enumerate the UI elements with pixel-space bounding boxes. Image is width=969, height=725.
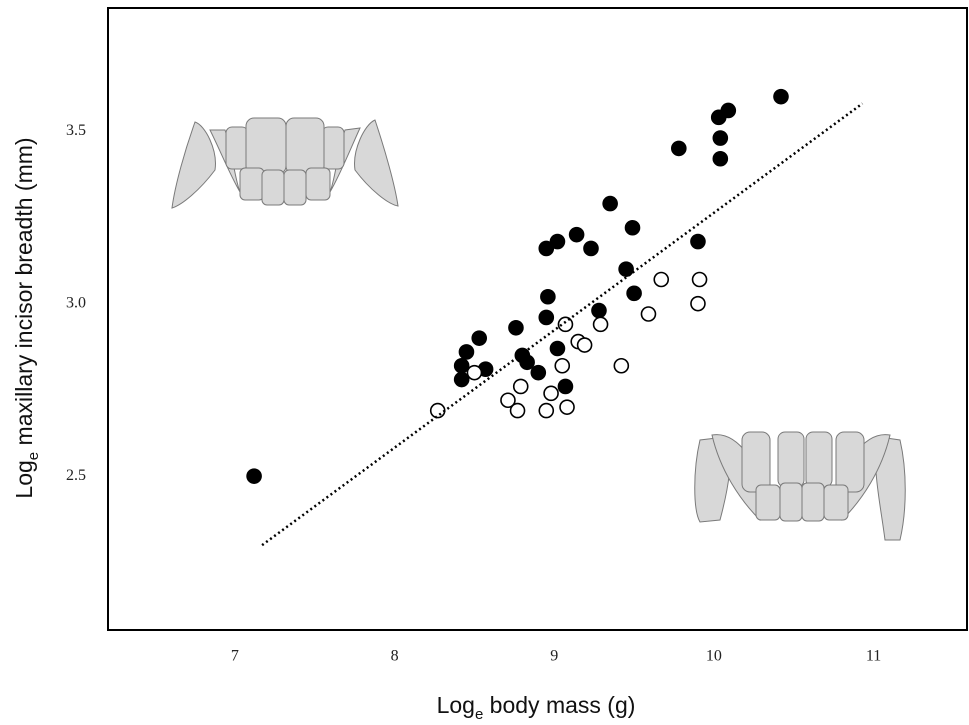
open-point xyxy=(509,402,526,419)
filled-point xyxy=(246,468,262,484)
y-tick-label: 2.5 xyxy=(66,467,86,484)
open-point xyxy=(592,316,609,333)
open-point xyxy=(554,357,571,374)
filled-point xyxy=(458,344,475,360)
x-tick-label: 9 xyxy=(550,648,558,665)
y-axis-label-subscript: e xyxy=(25,452,42,460)
x-tick-label: 7 xyxy=(231,648,239,665)
x-tick-label: 10 xyxy=(706,648,722,665)
filled-point xyxy=(626,285,642,302)
y-tick-label: 3.5 xyxy=(66,122,86,139)
open-point xyxy=(690,295,706,312)
filled-point xyxy=(690,233,706,250)
filled-point xyxy=(540,288,556,305)
open-point xyxy=(613,357,630,374)
filled-point xyxy=(508,319,524,336)
x-tick-label: 11 xyxy=(866,648,881,665)
filled-point xyxy=(568,226,585,243)
open-point xyxy=(653,271,670,288)
filled-point xyxy=(618,261,634,277)
open-point xyxy=(466,364,483,381)
x-axis-label-main: Log xyxy=(437,692,475,718)
open-point xyxy=(691,271,708,288)
open-point xyxy=(429,402,446,419)
open-point xyxy=(640,306,657,322)
filled-point xyxy=(773,88,789,105)
open-point xyxy=(576,337,593,353)
filled-point xyxy=(720,102,737,119)
filled-point xyxy=(549,340,566,357)
open-point xyxy=(559,399,575,415)
filled-point xyxy=(624,219,641,236)
open-point xyxy=(538,402,555,419)
filled-point xyxy=(453,371,470,388)
x-axis-label-rest: body mass (g) xyxy=(483,692,635,718)
filled-point xyxy=(453,357,470,374)
y-axis-label: Loge maxillary incisor breadth (mm) xyxy=(11,137,42,498)
y-tick-label: 3.0 xyxy=(66,294,86,311)
x-axis-label-subscript: e xyxy=(475,706,483,723)
lower-dentition-illustration xyxy=(694,431,906,541)
filled-point xyxy=(530,364,547,381)
filled-point xyxy=(549,233,566,250)
filled-point xyxy=(591,302,607,319)
trend-line xyxy=(261,102,864,547)
y-axis-label-rest: maxillary incisor breadth (mm) xyxy=(11,137,37,451)
upper-dentition-illustration xyxy=(171,117,399,209)
filled-point xyxy=(583,240,599,257)
filled-point xyxy=(712,150,729,167)
x-tick-label: 8 xyxy=(391,648,399,665)
open-point xyxy=(512,378,529,395)
filled-point xyxy=(519,354,535,371)
x-axis-label: Loge body mass (g) xyxy=(437,692,636,723)
filled-point xyxy=(538,309,555,326)
filled-point xyxy=(671,140,687,157)
filled-point xyxy=(557,378,574,395)
filled-point xyxy=(538,240,555,257)
filled-point xyxy=(471,330,488,346)
plot-frame xyxy=(107,7,968,631)
open-point xyxy=(500,392,516,409)
filled-point xyxy=(602,195,618,212)
open-point xyxy=(543,385,559,402)
y-axis-label-main: Log xyxy=(11,460,37,498)
filled-point xyxy=(712,130,729,146)
